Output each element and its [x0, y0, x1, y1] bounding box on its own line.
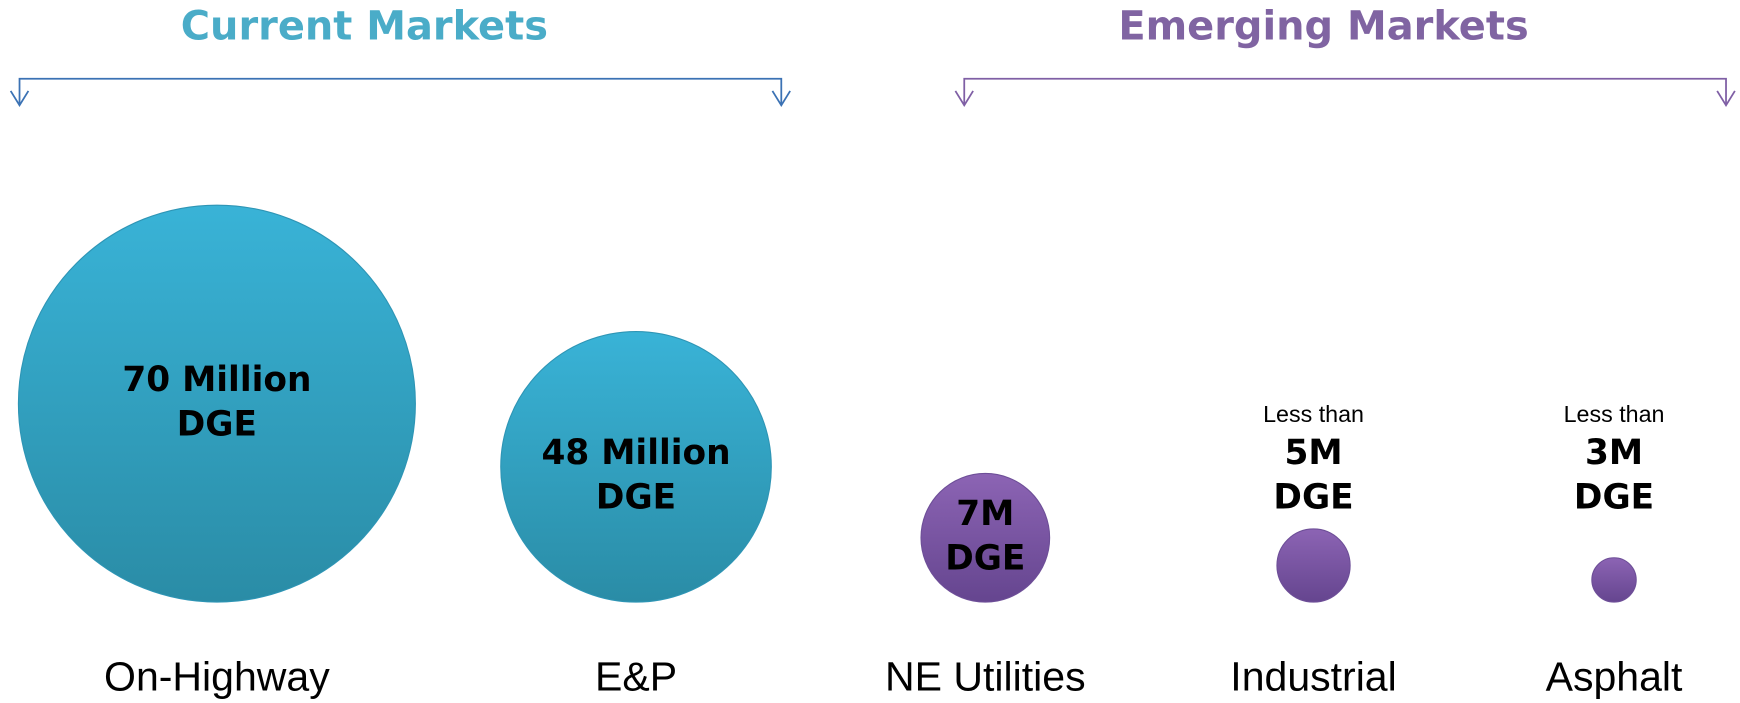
item-label: On-Highway	[104, 654, 330, 700]
value-unit: DGE	[177, 404, 257, 444]
group-title: Current Markets	[181, 3, 548, 49]
bubble	[17, 204, 416, 603]
bubble	[1276, 528, 1351, 603]
bubble	[1591, 557, 1637, 603]
value-unit: DGE	[1273, 477, 1353, 517]
item-label: Asphalt	[1546, 654, 1683, 700]
item-label: NE Utilities	[885, 654, 1086, 700]
bubble	[500, 330, 772, 603]
value-unit: DGE	[1574, 477, 1654, 517]
group-title: Emerging Markets	[1118, 3, 1528, 49]
value-text: 70 Million	[122, 360, 311, 400]
value-text: 7M	[956, 494, 1014, 534]
value-text: 48 Million	[541, 433, 730, 473]
value-note: Less than	[1564, 401, 1665, 427]
value-text: 3M	[1585, 433, 1643, 473]
item-label: E&P	[595, 654, 677, 700]
item-label: Industrial	[1230, 654, 1396, 700]
value-text: 5M	[1284, 433, 1342, 473]
value-note: Less than	[1263, 401, 1364, 427]
bracket	[954, 77, 1736, 108]
bracket	[9, 77, 791, 108]
value-unit: DGE	[945, 538, 1025, 578]
value-unit: DGE	[596, 477, 676, 517]
bubble	[920, 472, 1051, 603]
